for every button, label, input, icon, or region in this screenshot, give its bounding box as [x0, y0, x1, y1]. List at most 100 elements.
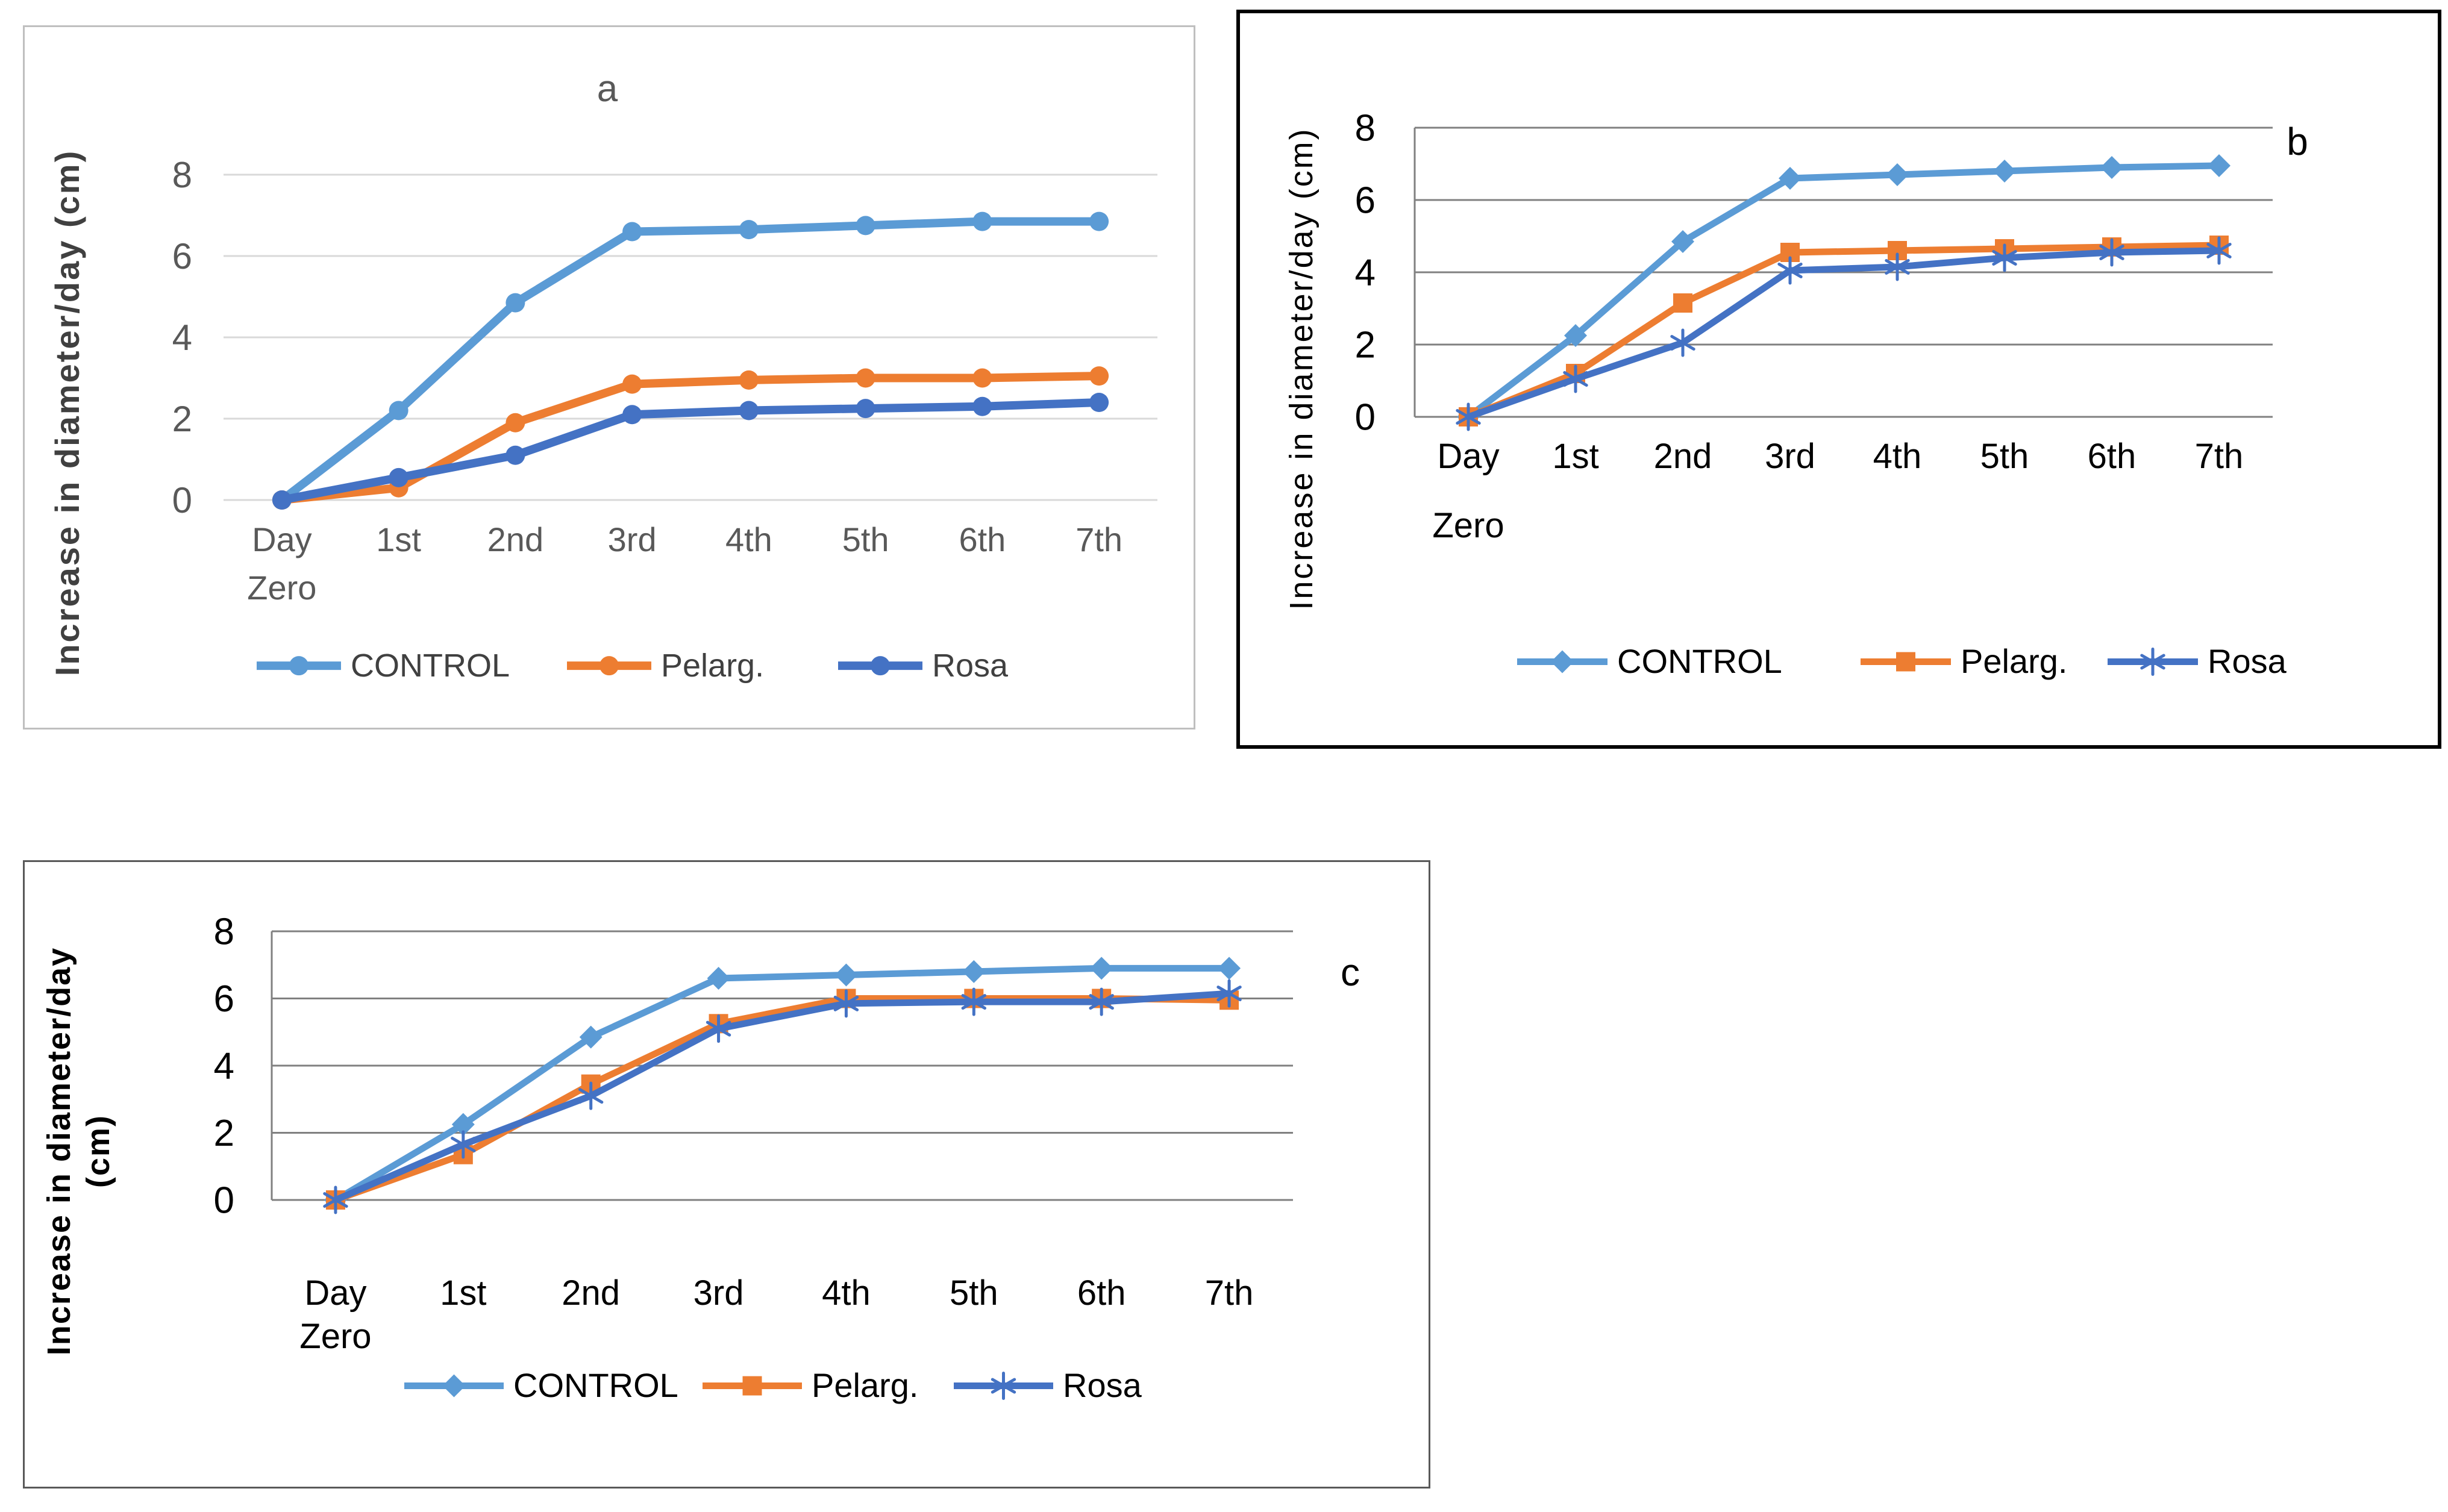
legend-item-rosa: Rosa [838, 648, 1009, 684]
y-tick-label: 2 [214, 1113, 234, 1154]
series-line [332, 990, 1233, 1204]
data-point-marker [506, 413, 525, 433]
series-control [272, 211, 1109, 510]
data-point-marker [856, 368, 875, 388]
y-tick-label: 8 [172, 155, 192, 195]
legend-marker-diamond-icon [1551, 650, 1574, 673]
data-point-marker [834, 963, 858, 987]
data-point-marker [972, 396, 992, 416]
legend: CONTROL Pelarg. Rosa [404, 1366, 1142, 1404]
series-control [1457, 154, 2230, 428]
legend-marker-square-icon [742, 1376, 762, 1396]
data-point-marker [1885, 252, 1910, 281]
legend-item-control: CONTROL [257, 648, 510, 684]
x-tick-label: 5th [842, 520, 889, 558]
data-point-marker [1089, 987, 1114, 1016]
series-line [277, 398, 1104, 504]
data-point-marker [389, 401, 409, 420]
legend-label: Pelarg. [812, 1366, 918, 1404]
series-rosa [272, 393, 1109, 510]
data-point-marker [962, 960, 986, 983]
legend-item-pelarg: Pelarg. [567, 648, 764, 684]
data-point-marker [2100, 156, 2123, 179]
legend-marker-circle-icon [599, 656, 619, 676]
legend-label: Pelarg. [1961, 642, 2067, 680]
y-tick-label: 2 [172, 399, 192, 439]
y-tick-label: 8 [214, 911, 234, 953]
y-tick-labels: 0 2 4 6 8 [172, 155, 192, 520]
x-tick-label: 5th [1980, 437, 2029, 476]
x-tick-label: 3rd [1765, 437, 1815, 476]
legend-marker-circle-icon [871, 656, 890, 676]
x-tick-labels: Day Zero 1st 2nd 3rd 4th 5th 6th 7th [247, 520, 1122, 607]
data-point-marker [706, 1014, 731, 1043]
y-tick-label: 0 [1355, 397, 1376, 439]
data-point-marker [2208, 154, 2230, 177]
data-point-marker [1673, 293, 1692, 313]
data-point-marker [739, 220, 759, 240]
data-point-marker [1563, 364, 1588, 393]
x-tick-label: 5th [950, 1273, 998, 1313]
data-point-marker [961, 987, 986, 1016]
x-tick-label: Zero [1432, 506, 1504, 545]
legend: CONTROL Pelarg. Rosa [257, 648, 1009, 684]
x-tick-label: 7th [1205, 1273, 1254, 1313]
y-axis-title: Increase in diameter/day (cm) [1283, 127, 1319, 610]
data-point-marker [707, 967, 730, 990]
y-axis-title-line: Increase in diameter/day (cm) [1283, 127, 1319, 610]
series-line [1465, 242, 2223, 420]
x-tick-label: 1st [1552, 437, 1598, 476]
data-point-marker [739, 401, 759, 420]
x-tick-label: 3rd [693, 1273, 744, 1313]
panel-title: c [1341, 951, 1360, 994]
legend-item-rosa: Rosa [2108, 642, 2287, 680]
y-tick-labels: 0 2 4 6 8 [1355, 108, 1376, 439]
x-tick-label: 2nd [562, 1273, 620, 1313]
legend-marker-asterisk-icon [2140, 648, 2165, 676]
legend-label: Rosa [2208, 642, 2287, 680]
x-tick-labels: Day Zero 1st 2nd 3rd 4th 5th 6th 7th [299, 1273, 1253, 1356]
legend-label: Rosa [932, 648, 1009, 684]
legend-item-control: CONTROL [1517, 642, 1782, 680]
data-point-marker [833, 989, 859, 1018]
data-point-marker [451, 1113, 475, 1136]
data-point-marker [1089, 211, 1109, 231]
data-point-marker [1670, 328, 1695, 357]
series-pelarg [272, 366, 1109, 510]
series-line [277, 217, 1104, 504]
x-tick-label: 6th [1077, 1273, 1126, 1313]
y-tick-label: 0 [172, 480, 192, 520]
data-point-marker [856, 216, 875, 236]
data-point-marker [1090, 957, 1113, 980]
x-tick-label: 4th [725, 520, 772, 558]
gridlines [224, 173, 1157, 501]
series-line [1465, 162, 2223, 420]
data-point-marker [1886, 163, 1909, 186]
series-rosa [1456, 236, 2232, 431]
series-line [1465, 247, 2223, 420]
y-axis-title-line: (cm) [80, 1114, 116, 1188]
x-tick-label: 2nd [1654, 437, 1712, 476]
x-tick-label: 7th [1075, 520, 1122, 558]
data-point-marker [1089, 366, 1109, 386]
y-tick-label: 6 [214, 978, 234, 1020]
chart-panel-c: 0 2 4 6 8 Day Zero 1st 2nd 3rd 4th 5th 6th 7th c Increa… [23, 860, 1430, 1489]
data-point-marker [506, 445, 525, 465]
legend-marker-square-icon [1896, 652, 1915, 672]
data-point-marker [1779, 167, 1802, 190]
data-point-marker [622, 222, 642, 242]
y-tick-label: 4 [214, 1046, 234, 1087]
data-point-marker [323, 1186, 348, 1214]
legend-label: CONTROL [351, 648, 510, 684]
data-point-marker [739, 370, 759, 390]
data-point-marker [1216, 979, 1242, 1008]
series-pelarg [325, 989, 1239, 1210]
x-tick-label: Zero [299, 1317, 371, 1356]
legend-label: CONTROL [513, 1366, 678, 1404]
line-chart-a: 0 2 4 6 8 Day Zero 1st 2nd 3rd 4th 5th 6th 7th a Increa… [48, 68, 1157, 684]
x-tick-label: 7th [2195, 437, 2244, 476]
x-tick-label: 6th [2088, 437, 2137, 476]
panel-title: a [597, 68, 618, 110]
legend-item-pelarg: Pelarg. [703, 1366, 918, 1404]
